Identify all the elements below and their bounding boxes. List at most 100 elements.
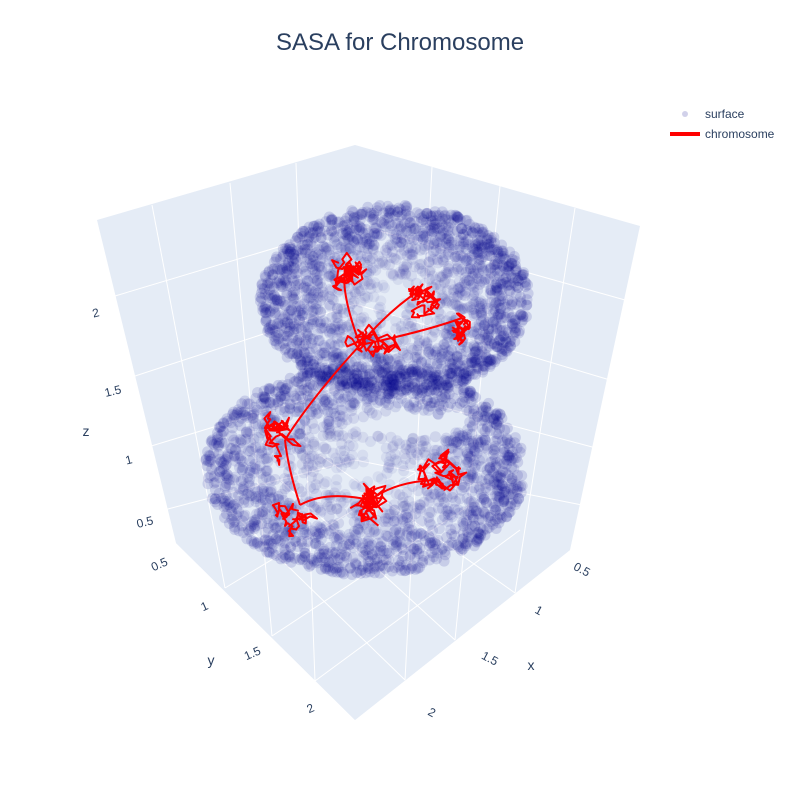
surface-point — [353, 524, 365, 536]
surface-point — [446, 371, 458, 383]
surface-point — [466, 242, 478, 254]
surface-point — [336, 336, 348, 348]
surface-point — [383, 383, 395, 395]
surface-point — [448, 214, 460, 226]
surface-point — [508, 452, 520, 464]
surface-point — [407, 360, 419, 372]
surface-point — [206, 463, 218, 475]
surface-point — [333, 517, 345, 529]
surface-point — [307, 254, 319, 266]
surface-point — [256, 279, 268, 291]
surface-point — [473, 532, 484, 544]
surface-point — [301, 385, 313, 396]
surface-point — [451, 375, 462, 387]
surface-point — [373, 303, 385, 315]
surface-point — [335, 404, 347, 416]
surface-point — [375, 545, 387, 557]
surface-point — [335, 241, 347, 253]
surface-point — [254, 442, 266, 454]
surface-point — [290, 352, 302, 364]
surface-point — [277, 313, 289, 325]
surface-point — [441, 297, 453, 309]
surface-point — [356, 542, 368, 554]
surface-point — [202, 446, 214, 458]
surface-point — [491, 418, 502, 430]
surface-point — [463, 437, 474, 449]
surface-point — [397, 516, 409, 528]
surface-point — [393, 364, 405, 376]
surface-point — [377, 554, 389, 566]
surface-point — [290, 289, 302, 301]
surface-point — [452, 283, 464, 294]
surface-point — [260, 393, 272, 405]
surface-point — [511, 496, 523, 508]
surface-point — [292, 541, 304, 552]
surface-point — [461, 214, 473, 226]
surface-point — [375, 353, 387, 364]
surface-point — [318, 552, 330, 564]
surface-point — [460, 243, 472, 255]
surface-point — [512, 281, 524, 293]
grid-line — [271, 504, 471, 637]
surface-point — [312, 304, 324, 315]
surface-point — [466, 469, 478, 481]
surface-point — [226, 443, 238, 455]
surface-point — [465, 225, 477, 237]
surface-point — [340, 229, 352, 241]
surface-point — [256, 474, 268, 486]
surface-point — [320, 476, 332, 488]
grid-line — [163, 459, 356, 511]
surface-point — [463, 392, 475, 404]
surface-point — [452, 212, 464, 223]
legend-item-surface[interactable]: surface — [682, 107, 745, 121]
surface-point — [312, 407, 324, 419]
surface-point — [400, 384, 412, 396]
surface-point — [208, 447, 220, 459]
surface-point — [306, 251, 318, 263]
surface-point — [407, 388, 419, 400]
surface-point — [250, 392, 262, 404]
surface-point — [296, 378, 308, 390]
surface-point — [397, 544, 409, 556]
surface-point — [365, 278, 377, 290]
surface-point — [467, 351, 479, 363]
surface-point — [408, 543, 420, 555]
surface-point — [480, 342, 492, 354]
surface-point — [236, 412, 247, 424]
surface-point — [368, 222, 380, 234]
surface-point — [297, 244, 309, 256]
surface-point — [400, 537, 412, 549]
surface-point — [478, 332, 490, 344]
surface-point — [462, 263, 474, 275]
surface-point — [265, 274, 277, 286]
surface-point — [418, 435, 430, 446]
surface-point — [516, 308, 527, 320]
surface-point — [413, 334, 425, 346]
surface-point — [271, 277, 283, 289]
surface-point — [476, 223, 488, 235]
chart-title: SASA for Chromosome — [276, 29, 524, 56]
x-tick-label: 0.5 — [571, 559, 593, 579]
surface-point — [442, 364, 453, 376]
surface-point — [483, 274, 494, 286]
surface-point — [322, 489, 334, 501]
surface-point — [401, 309, 413, 321]
surface-point — [416, 265, 428, 277]
surface-point — [469, 352, 481, 364]
surface-point — [326, 554, 338, 566]
surface-point — [311, 268, 323, 280]
surface-point — [507, 482, 519, 494]
surface-point — [482, 324, 494, 336]
surface-point — [302, 243, 314, 255]
surface-point — [257, 482, 269, 494]
surface-point — [394, 529, 406, 541]
surface-point — [264, 535, 276, 547]
surface-point — [347, 428, 359, 440]
legend-item-chromosome[interactable]: chromosome — [670, 127, 775, 141]
surface-point — [356, 208, 367, 220]
surface-point — [289, 406, 301, 418]
surface-point — [348, 525, 360, 537]
surface-point — [239, 406, 250, 418]
surface-point — [502, 326, 514, 338]
